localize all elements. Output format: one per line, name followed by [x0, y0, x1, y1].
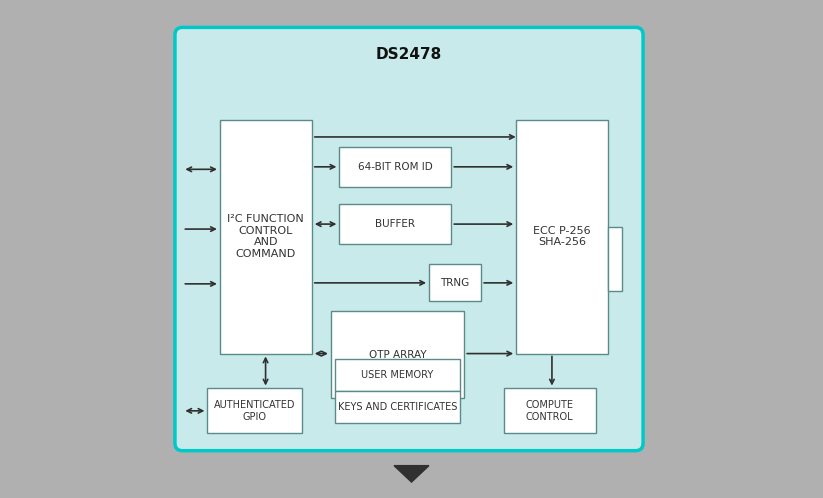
Polygon shape [394, 466, 429, 482]
Bar [335, 391, 460, 423]
Bar [339, 204, 451, 244]
Text: TRNG: TRNG [440, 277, 470, 288]
Text: BUFFER: BUFFER [375, 219, 416, 229]
Text: 64-BIT ROM ID: 64-BIT ROM ID [358, 162, 433, 172]
Bar [516, 120, 608, 354]
Bar [429, 264, 481, 301]
Bar [504, 388, 596, 433]
Text: ECC P-256
SHA-256: ECC P-256 SHA-256 [533, 226, 591, 248]
Text: COMPUTE
CONTROL: COMPUTE CONTROL [526, 400, 574, 422]
Bar [331, 311, 464, 398]
Bar [339, 147, 451, 187]
Text: KEYS AND CERTIFICATES: KEYS AND CERTIFICATES [338, 402, 458, 412]
Text: DS2478: DS2478 [376, 47, 442, 62]
Bar [335, 359, 460, 391]
Text: I²C FUNCTION
CONTROL
AND
COMMAND: I²C FUNCTION CONTROL AND COMMAND [227, 214, 305, 259]
Bar [220, 120, 312, 354]
Text: AUTHENTICATED
GPIO: AUTHENTICATED GPIO [214, 400, 295, 422]
Text: USER MEMORY: USER MEMORY [361, 370, 434, 380]
Bar [207, 388, 302, 433]
Text: OTP ARRAY: OTP ARRAY [369, 350, 426, 360]
Bar [608, 227, 622, 291]
FancyBboxPatch shape [175, 27, 643, 451]
